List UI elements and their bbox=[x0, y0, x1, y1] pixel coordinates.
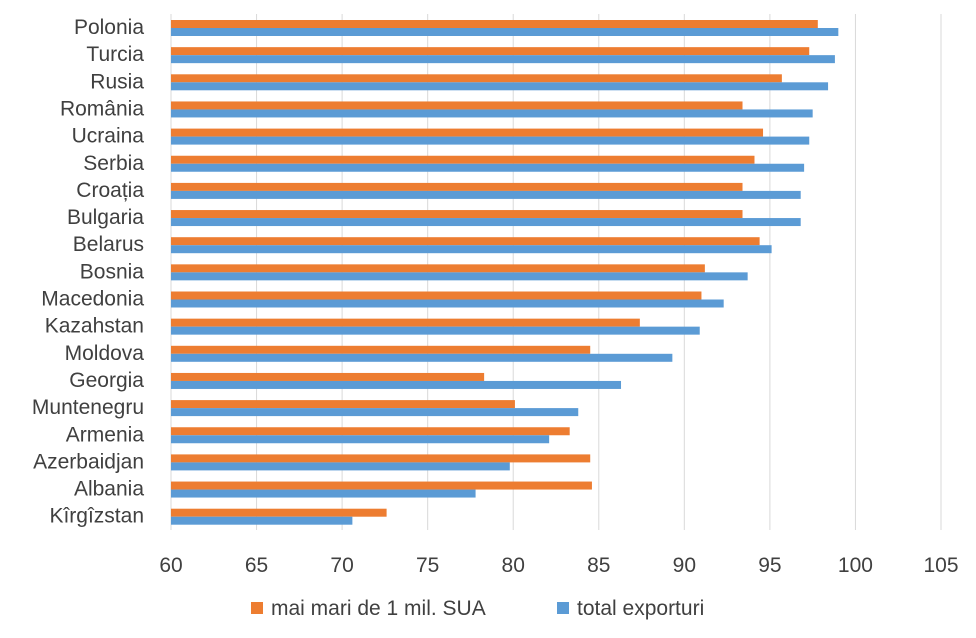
x-tick-label: 80 bbox=[502, 554, 525, 577]
legend-swatch-total-exporturi bbox=[557, 602, 569, 614]
bar bbox=[171, 245, 772, 254]
bar bbox=[171, 435, 550, 444]
category-label: Kazahstan bbox=[45, 315, 144, 338]
category-label: Serbia bbox=[83, 152, 144, 175]
bar bbox=[171, 272, 748, 281]
category-label: Azerbaidjan bbox=[33, 450, 144, 473]
bar bbox=[171, 163, 805, 172]
bar bbox=[171, 353, 673, 362]
legend-label-total-exporturi: total exporturi bbox=[577, 597, 704, 620]
category-label: Macedonia bbox=[41, 288, 144, 311]
bar bbox=[171, 190, 801, 199]
bar bbox=[171, 74, 782, 83]
legend-swatch-mai-mari bbox=[251, 602, 263, 614]
bar bbox=[171, 136, 810, 145]
bar bbox=[171, 454, 591, 463]
bar bbox=[171, 182, 743, 191]
bar bbox=[171, 101, 743, 110]
x-tick-label: 75 bbox=[416, 554, 439, 577]
category-label: Moldova bbox=[65, 342, 145, 365]
bar bbox=[171, 408, 579, 417]
x-tick-label: 60 bbox=[159, 554, 182, 577]
bar bbox=[171, 489, 476, 498]
bar bbox=[171, 47, 810, 56]
bar bbox=[171, 400, 515, 409]
bar bbox=[171, 508, 387, 517]
bar bbox=[171, 55, 835, 64]
x-tick-label: 90 bbox=[673, 554, 696, 577]
category-label: Polonia bbox=[74, 16, 144, 39]
bar bbox=[171, 128, 764, 137]
bar bbox=[171, 462, 510, 471]
category-label: Kîrgîzstan bbox=[49, 505, 144, 528]
legend: mai mari de 1 mil. SUA total exporturi bbox=[251, 597, 704, 620]
bar bbox=[171, 237, 760, 246]
category-label: Ucraina bbox=[72, 125, 145, 148]
category-labels: Polonia Turcia Rusia România Ucraina Serbia Cr… bbox=[32, 16, 144, 528]
bar bbox=[171, 516, 353, 525]
category-label: Albania bbox=[74, 478, 144, 501]
bar bbox=[171, 20, 818, 28]
x-tick-label: 100 bbox=[838, 554, 873, 577]
bar bbox=[171, 82, 829, 91]
bar bbox=[171, 345, 591, 354]
category-label: Croația bbox=[76, 179, 144, 202]
bar bbox=[171, 326, 700, 335]
bar bbox=[171, 109, 813, 118]
bar bbox=[171, 291, 702, 300]
bar bbox=[171, 299, 724, 308]
bar bbox=[171, 318, 640, 327]
x-tick-label: 70 bbox=[330, 554, 353, 577]
category-label: Bosnia bbox=[80, 260, 145, 283]
category-label: Belarus bbox=[73, 233, 144, 256]
category-label: Turcia bbox=[86, 43, 144, 66]
bar bbox=[171, 380, 622, 389]
bar bbox=[171, 481, 592, 490]
category-label: Muntenegru bbox=[32, 396, 144, 419]
category-label: Rusia bbox=[90, 70, 144, 93]
x-axis-tick-labels: 60 65 70 75 80 85 90 95 100 105 bbox=[159, 554, 958, 577]
category-label: România bbox=[60, 97, 144, 120]
legend-label-mai-mari: mai mari de 1 mil. SUA bbox=[271, 597, 486, 620]
x-tick-label: 65 bbox=[245, 554, 268, 577]
bar bbox=[171, 218, 801, 227]
x-tick-label: 105 bbox=[923, 554, 958, 577]
bar bbox=[171, 372, 485, 381]
bar bbox=[171, 28, 839, 36]
x-tick-label: 85 bbox=[587, 554, 610, 577]
category-label: Armenia bbox=[66, 423, 145, 446]
bars bbox=[171, 20, 839, 525]
bar bbox=[171, 210, 743, 219]
x-tick-label: 95 bbox=[758, 554, 781, 577]
bar bbox=[171, 155, 755, 164]
bar bbox=[171, 427, 570, 436]
bar bbox=[171, 264, 705, 273]
category-label: Bulgaria bbox=[67, 206, 144, 229]
category-label: Georgia bbox=[69, 369, 144, 392]
